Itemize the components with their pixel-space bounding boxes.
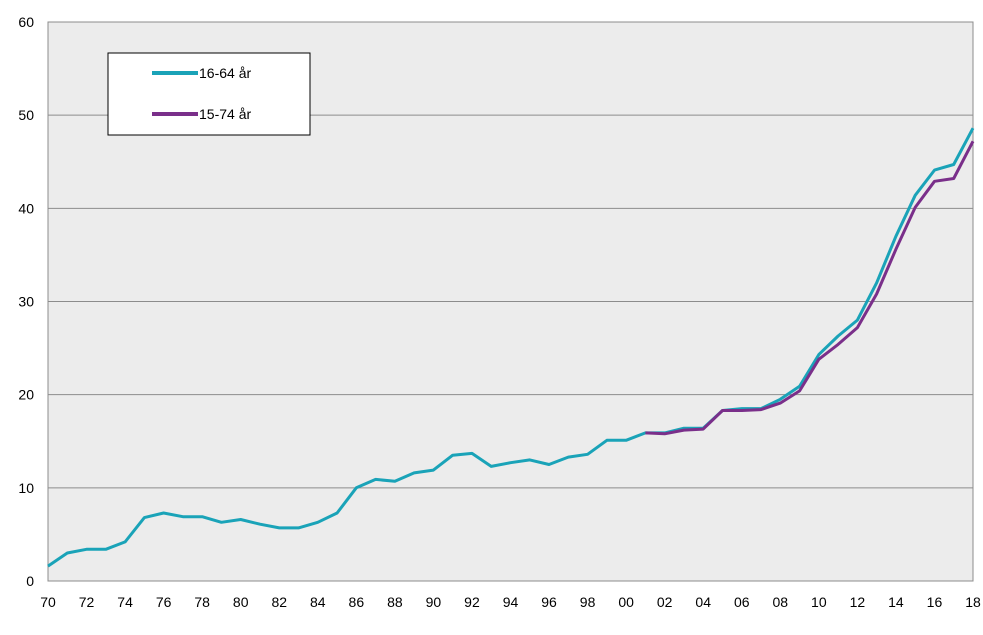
- x-tick-label: 08: [773, 594, 789, 610]
- x-tick-label: 98: [580, 594, 596, 610]
- x-tick-label: 94: [503, 594, 519, 610]
- x-tick-label: 92: [464, 594, 480, 610]
- legend: 16-64 år 15-74 år: [107, 52, 311, 136]
- x-tick-label: 10: [811, 594, 827, 610]
- y-tick-label: 60: [18, 14, 34, 30]
- x-tick-label: 72: [79, 594, 95, 610]
- series-line-1: [645, 140, 975, 436]
- x-tick-label: 70: [40, 594, 56, 610]
- series-line-0: [47, 127, 975, 568]
- legend-label-15-74: 15-74 år: [199, 106, 251, 122]
- x-tick-label: 90: [426, 594, 442, 610]
- x-tick-label: 80: [233, 594, 249, 610]
- y-tick-label: 0: [26, 573, 34, 589]
- legend-box: [107, 52, 311, 136]
- y-tick-label: 30: [18, 294, 34, 310]
- x-tick-label: 04: [695, 594, 711, 610]
- x-tick-label: 74: [117, 594, 133, 610]
- x-tick-label: 88: [387, 594, 403, 610]
- x-tick-label: 02: [657, 594, 673, 610]
- x-tick-label: 14: [888, 594, 904, 610]
- x-tick-label: 86: [349, 594, 365, 610]
- y-tick-label: 40: [18, 200, 34, 216]
- x-tick-label: 84: [310, 594, 326, 610]
- x-tick-label: 82: [271, 594, 287, 610]
- legend-label-16-64: 16-64 år: [199, 65, 251, 81]
- y-axis-ticks: 0 10 20 30 40 50 60: [18, 14, 34, 589]
- x-tick-label: 78: [194, 594, 210, 610]
- x-tick-label: 18: [965, 594, 981, 610]
- x-tick-label: 96: [541, 594, 557, 610]
- series-lines: [47, 127, 975, 568]
- x-tick-label: 16: [927, 594, 943, 610]
- x-tick-label: 12: [850, 594, 866, 610]
- y-tick-label: 20: [18, 387, 34, 403]
- x-tick-label: 06: [734, 594, 750, 610]
- x-tick-label: 00: [618, 594, 634, 610]
- y-tick-label: 10: [18, 480, 34, 496]
- y-tick-label: 50: [18, 107, 34, 123]
- x-tick-label: 76: [156, 594, 172, 610]
- x-axis-ticks: 70 72 74 76 78 80 82 84 86 88 90 92 94 96 98 00 02 04 06 08…: [40, 594, 981, 610]
